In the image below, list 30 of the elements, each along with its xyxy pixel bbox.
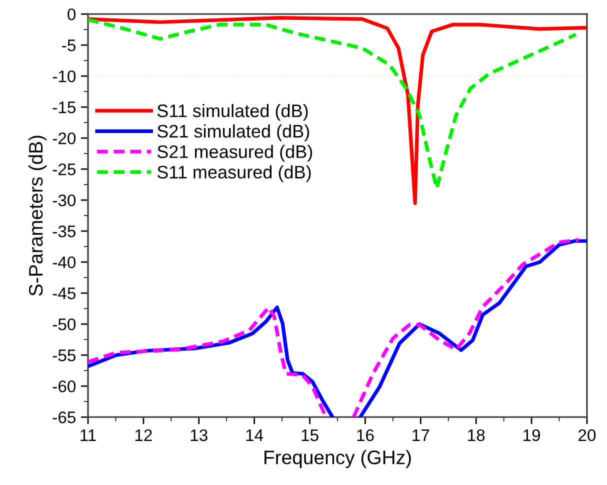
y-tick-label: 0 (68, 8, 76, 20)
y-tick-label: -15 (52, 102, 76, 114)
legend-label: S11 simulated (dB) (157, 104, 308, 121)
x-tick-label: 20 (578, 429, 596, 442)
x-tick-label: 16 (357, 429, 374, 442)
x-axis-title: Frequency (GHz) (264, 450, 411, 468)
y-tick-label: -20 (52, 132, 76, 144)
y-tick-label: -10 (52, 70, 76, 82)
y-tick-label: -50 (52, 318, 76, 330)
x-tick-label: 12 (135, 429, 152, 441)
legend-label: S21 measured (dB) (157, 144, 312, 162)
legend-label: S11 measured (dB) (157, 165, 311, 182)
y-tick-label: -55 (52, 350, 76, 362)
y-tick-label: -25 (52, 163, 76, 176)
x-tick-label: 19 (524, 429, 540, 442)
y-tick-label: -5 (62, 40, 76, 52)
y-tick-label: -40 (52, 256, 76, 268)
x-tick-label: 17 (412, 430, 430, 441)
x-tick-label: 11 (80, 430, 96, 441)
y-axis-title: S-Parameters (dB) (28, 136, 47, 296)
x-tick-label: 13 (190, 429, 208, 442)
x-tick-label: 18 (468, 429, 485, 442)
y-tick-label: -35 (52, 225, 76, 238)
legend-label: S21 simulated (dB) (157, 124, 310, 142)
y-tick-label: -30 (52, 194, 76, 206)
y-tick-label: -65 (52, 412, 76, 424)
x-tick-label: 14 (246, 430, 264, 441)
y-tick-label: -45 (52, 288, 76, 300)
y-tick-label: -60 (52, 380, 76, 392)
x-tick-label: 15 (302, 430, 318, 442)
